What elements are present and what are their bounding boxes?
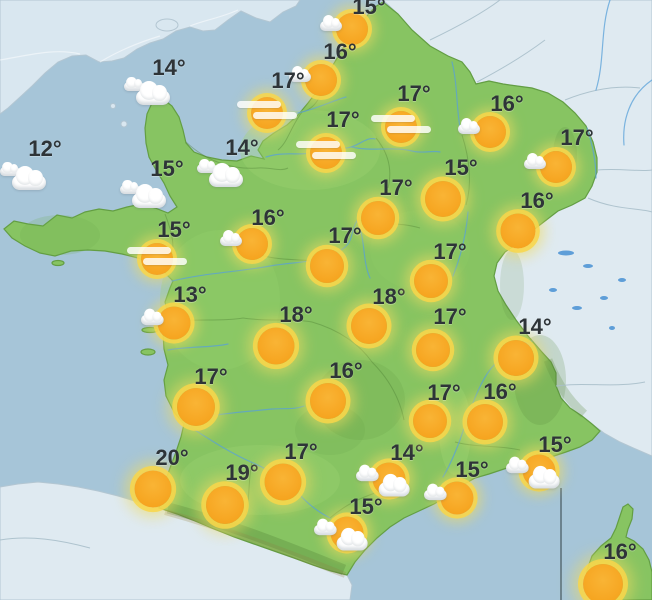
small-cloud <box>289 66 311 82</box>
temperature-label: 14° <box>390 440 424 465</box>
temperature-label: 17° <box>433 304 467 329</box>
sun-disc <box>351 308 387 344</box>
cloud <box>528 465 560 489</box>
temperature-label: 15° <box>455 457 489 482</box>
temperature-label: 18° <box>372 284 406 309</box>
temperature-label: 17° <box>397 81 431 106</box>
mist-bar <box>387 126 431 133</box>
sun-disc <box>467 404 503 440</box>
ile-oleron <box>140 348 156 356</box>
small-cloud <box>356 464 379 482</box>
sun-disc <box>440 481 474 515</box>
temperature-label: 15° <box>352 0 386 19</box>
small-cloud <box>141 308 164 326</box>
sun-disc <box>134 470 172 508</box>
temperature-label: 16° <box>603 539 637 564</box>
temperature-label: 16° <box>251 205 285 230</box>
small-cloud <box>424 483 447 501</box>
small-cloud <box>120 179 140 194</box>
sun-disc <box>310 249 344 283</box>
sun-disc <box>305 64 337 96</box>
sun-disc <box>206 486 244 524</box>
england-landmass <box>0 0 301 115</box>
mist-bar <box>143 258 187 265</box>
temperature-label: 15° <box>157 217 191 242</box>
temperature-label: 14° <box>225 135 259 160</box>
temperature-label: 16° <box>329 358 363 383</box>
small-cloud <box>506 456 529 474</box>
temperature-label: 18° <box>279 302 313 327</box>
temperature-label: 15° <box>150 156 184 181</box>
sun-disc <box>361 201 395 235</box>
temperature-label: 17° <box>284 439 318 464</box>
cloud <box>336 527 368 551</box>
ile-de-re <box>141 326 159 334</box>
sun-disc <box>414 264 448 298</box>
temperature-label: 14° <box>518 314 552 339</box>
cloud <box>209 163 243 187</box>
temperature-label: 12° <box>28 136 62 161</box>
sun-disc <box>498 340 534 376</box>
small-cloud <box>0 161 20 176</box>
sun-disc <box>157 306 191 340</box>
sun-disc <box>425 181 461 217</box>
sun-disc <box>416 333 450 367</box>
temperature-label: 14° <box>152 55 186 80</box>
belle-ile <box>51 259 65 267</box>
temperature-label: 16° <box>520 188 554 213</box>
temperature-label: 20° <box>155 445 189 470</box>
sun-disc <box>413 404 447 438</box>
temperature-label: 17° <box>427 380 461 405</box>
temperature-label: 17° <box>433 239 467 264</box>
sun-disc <box>500 213 536 249</box>
cloud <box>12 166 46 190</box>
sun-disc <box>264 463 302 501</box>
temperature-label: 15° <box>444 155 478 180</box>
temperature-label: 15° <box>349 494 383 519</box>
mist-bar <box>253 112 297 119</box>
channel-island <box>110 103 116 109</box>
small-cloud <box>314 518 337 536</box>
mist-bar <box>312 152 356 159</box>
cloud <box>132 184 166 208</box>
temperature-label: 16° <box>323 39 357 64</box>
sun-disc <box>336 13 368 45</box>
foreign-borders <box>0 0 652 549</box>
sun-disc <box>257 327 295 365</box>
temperature-label: 16° <box>490 91 524 116</box>
mist-bar <box>127 247 171 254</box>
small-cloud <box>524 153 546 169</box>
mist-bar <box>296 141 340 148</box>
small-cloud <box>458 118 480 134</box>
small-cloud <box>220 230 242 246</box>
sun-disc <box>177 388 215 426</box>
temperature-label: 16° <box>483 379 517 404</box>
small-cloud <box>124 76 144 91</box>
temperature-label: 17° <box>271 68 305 93</box>
cloud <box>136 81 170 105</box>
small-cloud <box>197 158 217 173</box>
temperature-label: 19° <box>225 460 259 485</box>
small-cloud <box>320 15 342 31</box>
temperature-label: 17° <box>379 175 413 200</box>
temperature-label: 17° <box>328 223 362 248</box>
temperature-label: 15° <box>538 432 572 457</box>
temperature-label: 17° <box>560 125 594 150</box>
temperature-label: 13° <box>173 282 207 307</box>
mist-bar <box>371 115 415 122</box>
isle-of-wight <box>155 18 179 32</box>
sun-disc <box>540 151 572 183</box>
sun-disc <box>583 564 623 600</box>
cloud <box>378 473 410 497</box>
sun-disc <box>310 383 346 419</box>
sun-disc <box>236 228 268 260</box>
channel-island <box>120 120 128 128</box>
mist-bar <box>237 101 281 108</box>
sun-disc <box>474 116 506 148</box>
temperature-label: 17° <box>194 364 228 389</box>
temperature-label: 17° <box>326 107 360 132</box>
